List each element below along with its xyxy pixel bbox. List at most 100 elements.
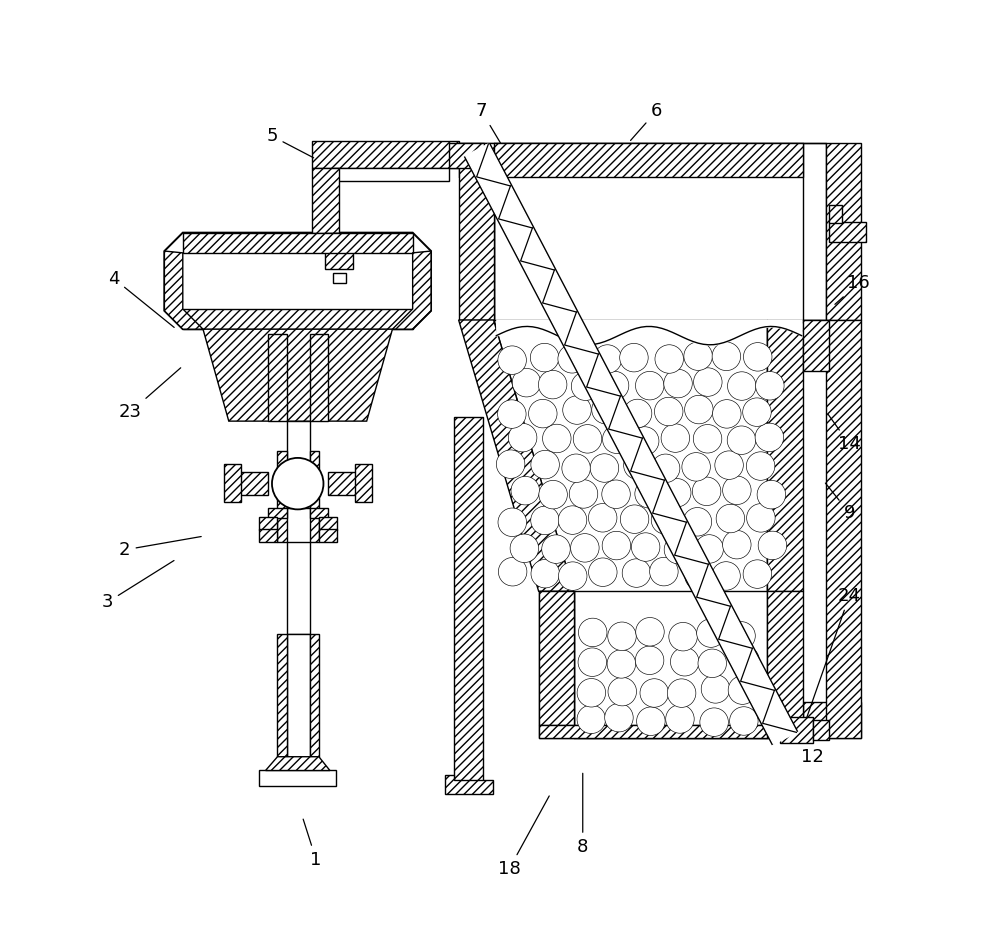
Circle shape (693, 425, 722, 453)
Bar (803, 701, 861, 738)
Bar (277, 450, 287, 542)
Polygon shape (445, 775, 493, 794)
Text: 6: 6 (631, 103, 662, 141)
Circle shape (538, 370, 567, 399)
Circle shape (578, 618, 607, 647)
Text: 18: 18 (498, 796, 549, 878)
Circle shape (272, 458, 323, 510)
Circle shape (531, 560, 560, 588)
Circle shape (727, 622, 755, 650)
Circle shape (558, 561, 587, 590)
Bar (310, 509, 328, 518)
Polygon shape (319, 529, 337, 542)
Circle shape (498, 558, 527, 586)
Circle shape (631, 533, 660, 561)
Circle shape (498, 508, 527, 536)
Circle shape (743, 342, 772, 371)
Circle shape (746, 451, 775, 480)
Circle shape (747, 503, 775, 532)
Circle shape (682, 452, 710, 481)
Polygon shape (287, 635, 310, 757)
Bar (268, 509, 287, 518)
Circle shape (685, 395, 713, 424)
Polygon shape (319, 517, 337, 530)
Polygon shape (494, 142, 826, 357)
Bar (826, 142, 861, 320)
Polygon shape (164, 251, 203, 329)
Bar (829, 222, 866, 241)
Bar (459, 142, 494, 320)
Bar (277, 635, 287, 757)
Circle shape (684, 342, 712, 370)
Circle shape (655, 345, 683, 374)
Circle shape (630, 426, 659, 455)
Circle shape (758, 531, 787, 560)
Polygon shape (767, 320, 803, 591)
Circle shape (723, 530, 751, 559)
Circle shape (637, 707, 665, 735)
Circle shape (635, 479, 663, 508)
Circle shape (620, 505, 649, 534)
Circle shape (692, 477, 721, 506)
Bar (767, 715, 780, 738)
Circle shape (511, 476, 540, 505)
Circle shape (698, 649, 726, 677)
Circle shape (664, 369, 692, 398)
Text: 1: 1 (303, 820, 322, 869)
Circle shape (700, 708, 728, 736)
Polygon shape (183, 309, 413, 329)
Circle shape (661, 424, 690, 452)
Circle shape (731, 646, 759, 674)
Bar (826, 320, 861, 738)
Bar (310, 635, 319, 757)
Circle shape (602, 531, 631, 560)
Polygon shape (183, 233, 413, 253)
Polygon shape (259, 529, 277, 542)
Polygon shape (333, 233, 339, 246)
Circle shape (701, 674, 730, 703)
Polygon shape (392, 251, 431, 329)
Polygon shape (539, 724, 803, 738)
Text: 4: 4 (108, 269, 174, 327)
Polygon shape (539, 591, 574, 724)
Circle shape (543, 425, 571, 452)
Circle shape (530, 343, 559, 372)
Polygon shape (259, 770, 336, 786)
Circle shape (743, 560, 772, 588)
Circle shape (635, 372, 664, 400)
Circle shape (603, 425, 631, 453)
Circle shape (651, 506, 680, 535)
Circle shape (496, 450, 525, 478)
Circle shape (590, 454, 619, 482)
Circle shape (558, 506, 587, 535)
Circle shape (605, 703, 633, 732)
Polygon shape (266, 757, 330, 771)
Circle shape (608, 622, 636, 650)
Circle shape (592, 396, 620, 424)
Circle shape (571, 372, 600, 401)
Circle shape (712, 561, 740, 590)
Circle shape (531, 450, 559, 479)
Circle shape (695, 535, 723, 563)
Bar (310, 450, 319, 542)
Bar (780, 717, 813, 743)
Circle shape (512, 368, 541, 397)
Circle shape (577, 705, 606, 734)
Circle shape (723, 476, 751, 504)
Polygon shape (287, 542, 310, 635)
Text: 5: 5 (266, 127, 314, 158)
Polygon shape (466, 144, 796, 745)
Circle shape (654, 397, 683, 426)
Circle shape (588, 503, 617, 532)
Circle shape (608, 677, 637, 706)
Circle shape (636, 618, 664, 646)
Bar (310, 334, 328, 421)
Circle shape (602, 480, 630, 509)
Bar (829, 205, 842, 224)
Text: 3: 3 (102, 561, 174, 611)
Circle shape (589, 558, 617, 586)
Bar (312, 141, 459, 168)
Polygon shape (333, 168, 449, 181)
Bar (813, 720, 829, 740)
Text: 9: 9 (825, 483, 855, 522)
